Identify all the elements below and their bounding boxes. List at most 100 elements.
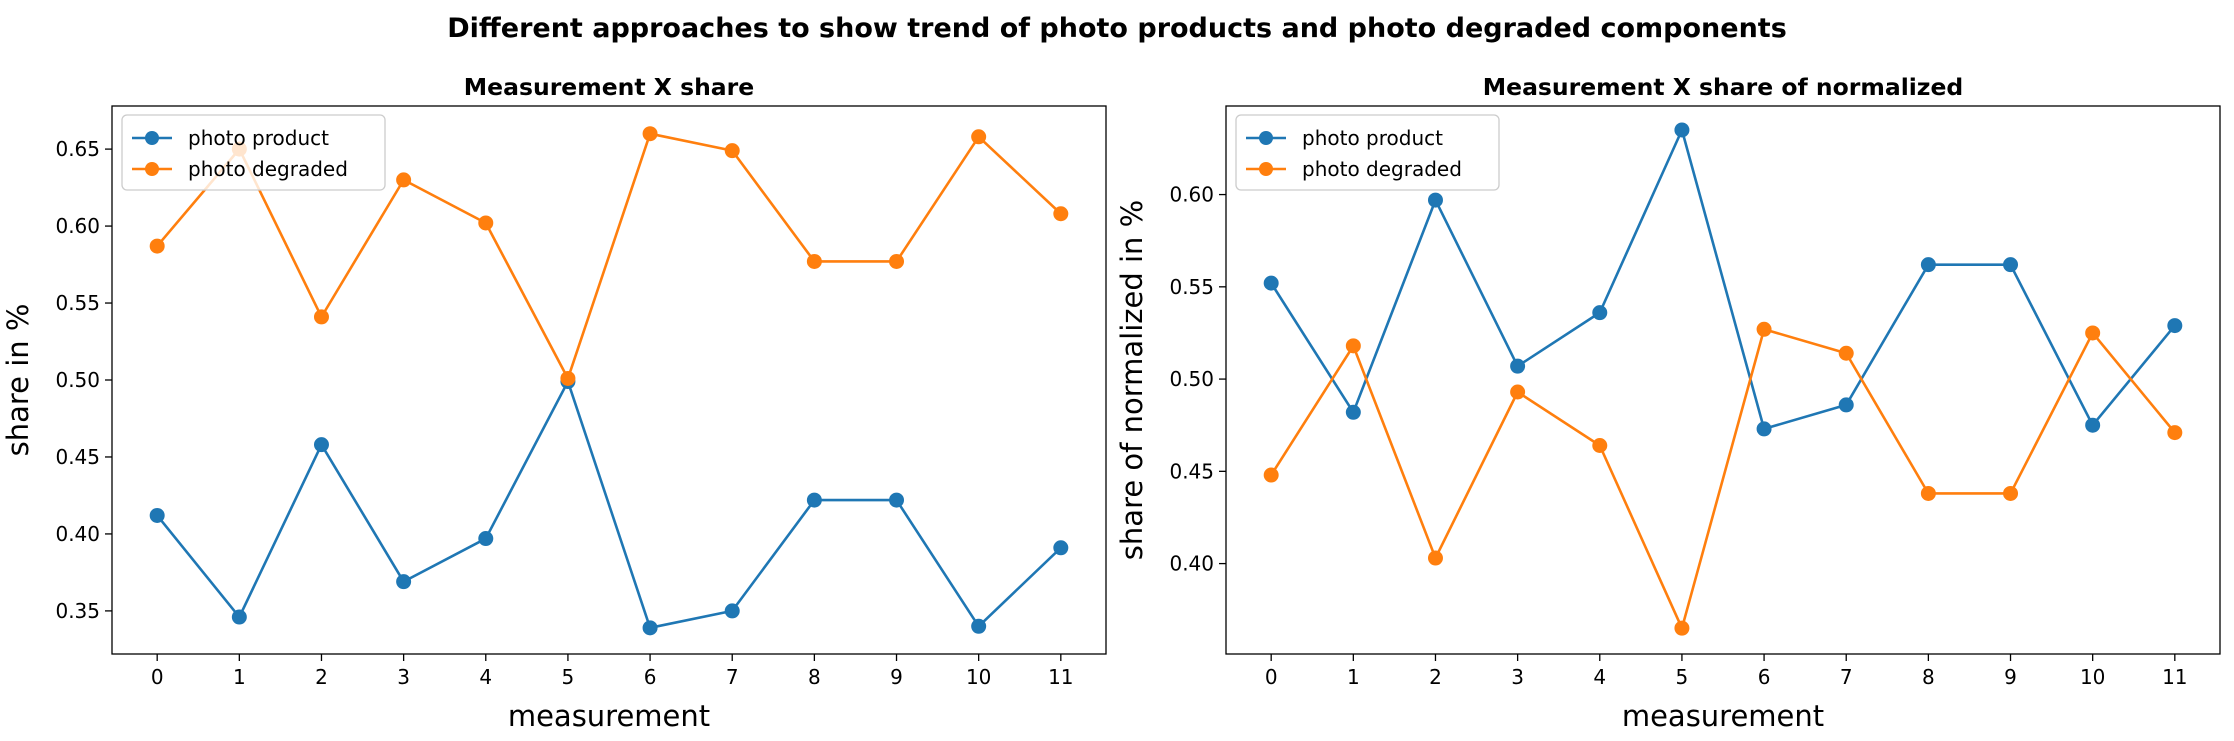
chart2-title: Measurement X share of normalized — [1483, 73, 1964, 101]
chart1-y-tick-label: 0.55 — [55, 291, 100, 315]
chart1-x-tick-label: 5 — [562, 665, 575, 689]
chart2-series-line-photo-product — [1270, 128, 2176, 431]
chart2-x-tick-label: 5 — [1676, 665, 1689, 689]
chart2-x-tick-label: 1 — [1347, 665, 1360, 689]
chart2-data-point-photo-degraded — [2003, 485, 2019, 501]
chart2-data-point-photo-degraded — [1345, 338, 1361, 354]
chart2-legend-frame — [1235, 114, 1500, 191]
chart2-axes: Measurement X share of normalized 0 1 2 3 4 5 6… — [1115, 73, 2221, 733]
chart2-legend-label-photo-product: photo product — [1302, 126, 1443, 150]
chart1-x-tick-label: 8 — [808, 665, 821, 689]
chart1-y-tick-label: 0.45 — [55, 445, 100, 469]
chart1-data-point-photo-degraded — [149, 238, 165, 254]
chart2-legend-marker-photo-product — [1259, 131, 1273, 145]
chart1-data-point-photo-degraded — [724, 143, 740, 159]
chart2-data-point-photo-degraded — [2085, 325, 2101, 341]
chart1-data-point-photo-product — [806, 492, 822, 508]
chart2-data-point-photo-product — [2003, 257, 2019, 273]
chart2-data-point-photo-degraded — [1263, 467, 1279, 483]
chart1-series-line-photo-product — [156, 380, 1062, 630]
chart1-x-tick-label: 11 — [1048, 665, 1073, 689]
chart2-data-point-photo-product — [1920, 257, 1936, 273]
chart2-legend-marker-photo-degraded — [1259, 162, 1273, 176]
chart1-legend-label-photo-product: photo product — [188, 126, 329, 150]
chart1-y-tick-label: 0.50 — [55, 368, 100, 392]
chart1-legend-marker-photo-product — [145, 131, 159, 145]
chart2-data-point-photo-product — [1674, 122, 1690, 138]
chart2-x-tick-label: 2 — [1429, 665, 1442, 689]
chart1-data-point-photo-degraded — [971, 129, 987, 145]
chart1-data-point-photo-degraded — [1053, 206, 1069, 222]
chart2-data-point-photo-degraded — [1920, 485, 1936, 501]
chart2-data-point-photo-degraded — [1756, 321, 1772, 337]
chart2-x-axis-label: measurement — [1622, 699, 1824, 733]
chart1-legend: photo product photo degraded — [121, 114, 386, 191]
chart2-data-point-photo-product — [1263, 275, 1279, 291]
chart2-x-tick-label: 7 — [1840, 665, 1853, 689]
chart1-data-point-photo-degraded — [560, 370, 576, 386]
axes-layer: Measurement X share 0 1 2 3 4 5 6 7 8 9 10 11 0.35 0.4… — [1, 73, 2221, 733]
chart1-y-tick-label: 0.35 — [55, 599, 100, 623]
chart2-x-tick-label: 4 — [1593, 665, 1606, 689]
chart1-x-tick-label: 1 — [233, 665, 246, 689]
chart1-legend-marker-photo-degraded — [145, 162, 159, 176]
chart2-x-tick-label: 11 — [2162, 665, 2187, 689]
chart2-data-point-photo-degraded — [1510, 384, 1526, 400]
chart1-x-tick-label: 10 — [966, 665, 991, 689]
chart1-data-point-photo-product — [231, 609, 247, 625]
chart2-x-tick-label: 10 — [2080, 665, 2105, 689]
chart1-data-point-photo-product — [971, 618, 987, 634]
chart1-y-axis-label: share in % — [1, 304, 35, 457]
chart1-data-point-photo-product — [1053, 540, 1069, 556]
chart1-data-point-photo-degraded — [642, 126, 658, 142]
chart1-data-point-photo-product — [724, 603, 740, 619]
chart1-series-line-photo-degraded — [156, 132, 1062, 380]
chart2-data-point-photo-product — [1838, 397, 1854, 413]
chart1-data-point-photo-product — [478, 531, 494, 547]
chart2-x-tick-label: 3 — [1511, 665, 1524, 689]
chart2-data-point-photo-product — [1427, 192, 1443, 208]
chart2-data-point-photo-degraded — [2167, 425, 2183, 441]
chart2-x-tick-label: 6 — [1758, 665, 1771, 689]
chart1-x-tick-label: 2 — [315, 665, 328, 689]
chart2-data-point-photo-product — [2167, 318, 2183, 334]
chart1-y-tick-label: 0.40 — [55, 522, 100, 546]
chart2-legend: photo product photo degraded — [1235, 114, 1500, 191]
chart2-data-point-photo-product — [1592, 305, 1608, 321]
chart1-data-point-photo-product — [149, 507, 165, 523]
chart1-legend-label-photo-degraded: photo degraded — [188, 157, 348, 181]
chart2-legend-label-photo-degraded: photo degraded — [1302, 157, 1462, 181]
chart2-data-point-photo-degraded — [1674, 620, 1690, 636]
chart1-data-point-photo-product — [396, 574, 412, 590]
chart2-x-tick-label: 8 — [1922, 665, 1935, 689]
chart1-data-point-photo-product — [313, 437, 329, 453]
chart2-data-point-photo-product — [2085, 417, 2101, 433]
chart2-data-point-photo-product — [1510, 358, 1526, 374]
chart2-y-tick-label: 0.50 — [1169, 367, 1214, 391]
chart2-data-point-photo-degraded — [1592, 438, 1608, 454]
chart2-frame — [1225, 105, 2221, 655]
chart2-data-point-photo-product — [1345, 404, 1361, 420]
chart2-y-tick-label: 0.60 — [1169, 183, 1214, 207]
chart1-axes: Measurement X share 0 1 2 3 4 5 6 7 8 9 10 11 0.35 0.4… — [1, 73, 1107, 733]
chart1-y-tick-label: 0.65 — [55, 137, 100, 161]
chart1-legend-frame — [121, 114, 386, 191]
chart1-x-tick-label: 0 — [151, 665, 164, 689]
chart1-data-point-photo-degraded — [396, 172, 412, 188]
chart2-data-point-photo-degraded — [1838, 345, 1854, 361]
chart1-title: Measurement X share — [464, 73, 754, 101]
chart1-data-point-photo-product — [642, 620, 658, 636]
chart2-data-point-photo-degraded — [1427, 550, 1443, 566]
chart2-x-tick-label: 9 — [2004, 665, 2017, 689]
chart1-x-tick-label: 9 — [890, 665, 903, 689]
chart1-data-point-photo-degraded — [806, 253, 822, 269]
chart2-series-line-photo-degraded — [1270, 327, 2176, 630]
chart1-x-axis-label: measurement — [508, 699, 710, 733]
chart2-y-axis-label: share of normalized in % — [1115, 200, 1149, 560]
chart1-y-tick-label: 0.60 — [55, 214, 100, 238]
chart1-data-point-photo-degraded — [478, 215, 494, 231]
chart2-y-tick-label: 0.40 — [1169, 552, 1214, 576]
chart2-y-tick-label: 0.55 — [1169, 275, 1214, 299]
chart1-data-point-photo-degraded — [313, 309, 329, 325]
